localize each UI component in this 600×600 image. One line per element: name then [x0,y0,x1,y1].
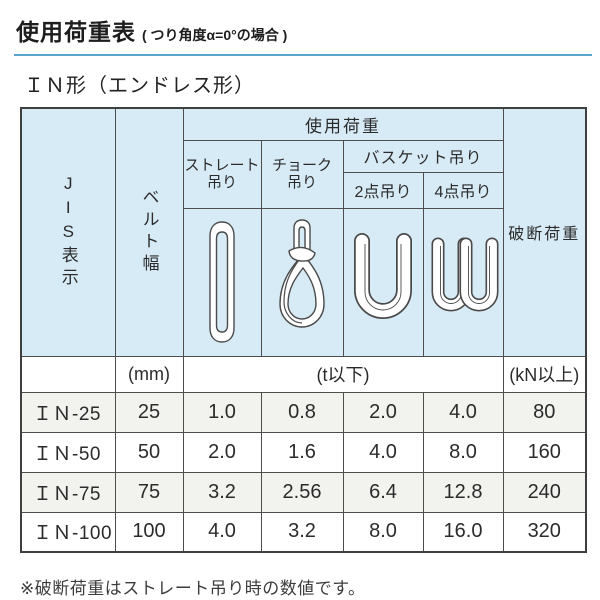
col-header-basket-hitch: バスケット吊り [342,139,504,173]
working-load-table: JIS表示 ベルト幅 使用荷重 破断荷重 ストレート 吊り チョーク 吊り バス… [20,107,587,553]
belt-width-cell: 75 [114,471,184,513]
col-header-basket-4point: 4点吊り [422,171,504,209]
table-row: ＩＮ-25 25 1.0 0.8 2.0 4.0 80 [20,391,587,433]
col-header-jis-label: JIS表示 [58,174,78,291]
col-header-basket-2point: 2点吊り [342,171,424,209]
col-header-choke-hitch: チョーク 吊り [260,139,344,209]
choke-load-cell: 3.2 [260,511,344,553]
page-title-note: ( つり角度α=0°の場合 ) [142,27,288,43]
basket4-load-cell: 12.8 [422,471,504,513]
series-subtitle: ＩＮ形（エンドレス形） [24,75,255,97]
choke-hitch-cell [260,207,344,357]
table-row: ＩＮ-100 100 4.0 3.2 8.0 16.0 320 [20,511,587,553]
col-header-breaking-load: 破断荷重 [502,107,587,357]
footnote: ※破断荷重はストレート吊り時の数値です。 [20,579,366,598]
straight-sling-icon [209,221,235,343]
straight-load-cell: 2.0 [182,431,262,473]
unit-empty-cell [20,355,116,393]
basket4-load-cell: 8.0 [422,431,504,473]
belt-width-cell: 100 [114,511,184,553]
table-row: ＩＮ-50 50 2.0 1.6 4.0 8.0 160 [20,431,587,473]
table-row: ＩＮ-75 75 3.2 2.56 6.4 12.8 240 [20,471,587,513]
choke-load-cell: 0.8 [260,391,344,433]
straight-load-cell: 4.0 [182,511,262,553]
col-header-jis: JIS表示 [20,107,116,357]
breaking-load-cell: 240 [502,471,587,513]
basket2-load-cell: 8.0 [342,511,424,553]
choke-load-cell: 2.56 [260,471,344,513]
title-block: 使用荷重表 ( つり角度α=0°の場合 ) [0,0,600,56]
basket4-load-cell: 16.0 [422,511,504,553]
jis-code-cell: ＩＮ-75 [20,471,116,513]
belt-width-cell: 25 [114,391,184,433]
basket-4point-sling-icon [431,237,499,312]
choke-sling-icon [279,219,325,328]
unit-kn-cell: (kN以上) [502,355,587,393]
basket2-load-cell: 6.4 [342,471,424,513]
straight-load-cell: 1.0 [182,391,262,433]
breaking-load-cell: 320 [502,511,587,553]
breaking-load-cell: 160 [502,431,587,473]
col-header-straight-hitch: ストレート 吊り [182,139,262,209]
title-divider [14,54,592,56]
col-header-belt-width: ベルト幅 [114,107,184,357]
belt-width-cell: 50 [114,431,184,473]
basket-4point-cell [422,207,504,357]
jis-code-cell: ＩＮ-25 [20,391,116,433]
col-header-working-load: 使用荷重 [182,107,504,141]
jis-code-cell: ＩＮ-50 [20,431,116,473]
choke-load-cell: 1.6 [260,431,344,473]
unit-ton-cell: (t以下) [182,355,504,393]
unit-mm-cell: (mm) [114,355,184,393]
basket4-load-cell: 4.0 [422,391,504,433]
breaking-load-cell: 80 [502,391,587,433]
col-header-belt-width-label: ベルト幅 [139,188,159,277]
straight-hitch-cell [182,207,262,357]
basket-2point-sling-icon [354,233,412,319]
basket-2point-cell [342,207,424,357]
straight-load-cell: 3.2 [182,471,262,513]
basket2-load-cell: 2.0 [342,391,424,433]
page-title: 使用荷重表 [16,19,136,45]
basket2-load-cell: 4.0 [342,431,424,473]
jis-code-cell: ＩＮ-100 [20,511,116,553]
